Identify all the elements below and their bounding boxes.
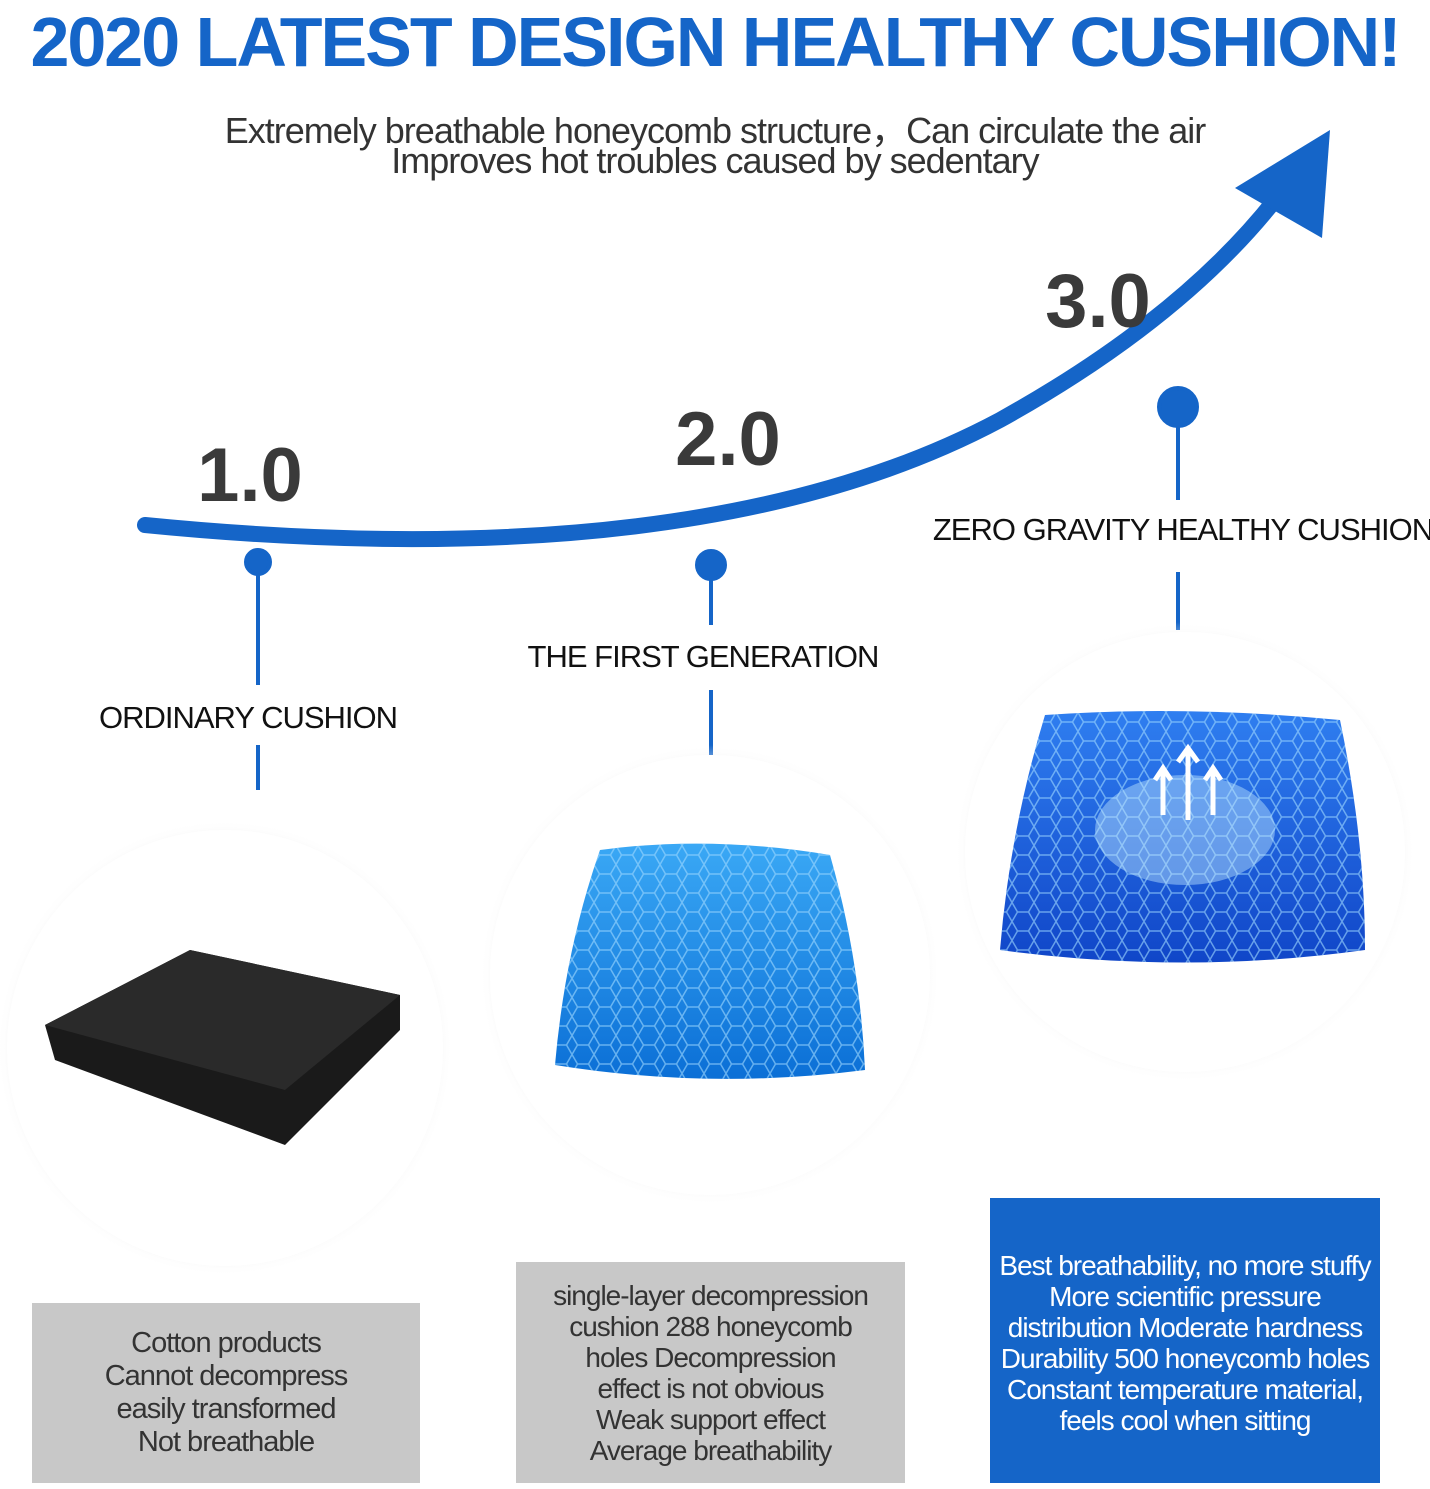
description-line: single-layer decompression: [553, 1279, 869, 1311]
stage-name: ZERO GRAVITY HEALTHY CUSHION: [932, 512, 1430, 547]
description-box: [32, 1303, 420, 1483]
description: Cotton products Cannot decompress easily t…: [32, 1303, 420, 1483]
description-line: cushion 288 honeycomb: [569, 1310, 853, 1342]
description-line: Constant temperature material,: [1007, 1374, 1364, 1405]
description-line: Best breathability, no more stuffy: [999, 1250, 1371, 1281]
description-line: Not breathable: [137, 1426, 315, 1458]
description-box: [516, 1262, 905, 1483]
stage-name: ORDINARY CUSHION: [98, 700, 398, 735]
growth-arrow: [137, 192, 1283, 548]
subtitle: Improves hot troubles caused by sedentar…: [391, 140, 1039, 181]
subtitle: Extremely breathable honeycomb structure…: [224, 110, 1207, 151]
glow: [1095, 775, 1275, 885]
version: 2.0: [675, 397, 781, 482]
description: single-layer decompression cushion 288 ho…: [516, 1262, 905, 1483]
title: 2020 LATEST DESIGN HEALTHY CUSHION!: [30, 3, 1401, 81]
description-line: Durability 500 honeycomb holes: [1000, 1343, 1370, 1374]
description-line: Weak support effect: [596, 1403, 826, 1435]
description-line: Cannot decompress: [104, 1360, 349, 1392]
description-line: More scientific pressure: [1049, 1281, 1322, 1312]
up-arrows: [1152, 743, 1224, 820]
description-line: distribution Moderate hardness: [1007, 1312, 1363, 1343]
stage-name: THE FIRST GENERATION: [527, 639, 880, 674]
description-line: feels cool when sitting: [1059, 1405, 1312, 1436]
description-box: [990, 1198, 1380, 1483]
description-line: effect is not obvious: [597, 1372, 825, 1404]
version: 1.0: [197, 433, 303, 518]
arrow-head: [1235, 130, 1330, 238]
description: Best breathability, no more stuffy More s…: [990, 1198, 1380, 1483]
foam-top: [45, 950, 400, 1090]
version: 3.0: [1045, 259, 1151, 344]
description-line: easily transformed: [116, 1393, 337, 1425]
honeycomb: [1000, 711, 1365, 963]
description-line: Cotton products: [131, 1327, 322, 1359]
description-line: Average breathability: [589, 1434, 833, 1466]
description-line: holes Decompression: [585, 1341, 836, 1373]
honeycomb: [555, 843, 865, 1079]
